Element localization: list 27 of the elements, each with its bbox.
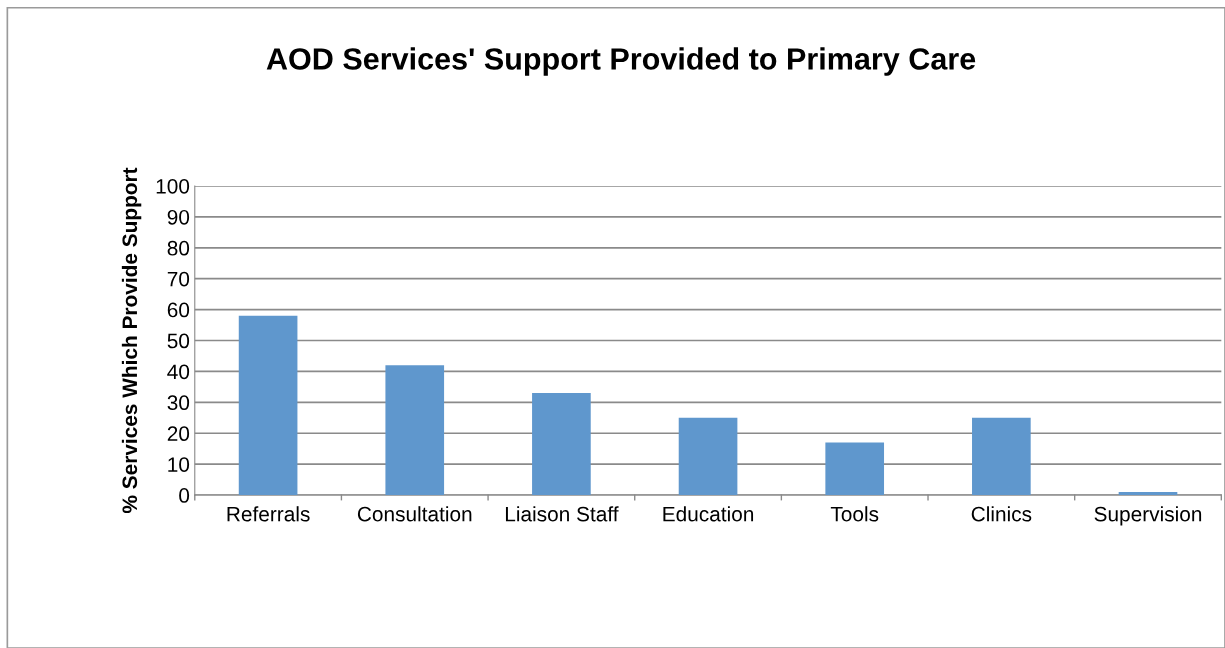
bar	[1118, 491, 1178, 496]
x-tick-label: Consultation	[357, 506, 472, 522]
y-tick-label: 70	[167, 271, 190, 287]
y-axis-title: % Services Which Provide Support	[121, 167, 142, 514]
y-tick-label: 30	[167, 395, 190, 411]
y-tick-label: 100	[156, 178, 190, 194]
y-tick-label: 10	[168, 457, 190, 472]
chart-title: AOD Services' Support Provided to Primary Care	[266, 47, 976, 76]
x-tick-label: Tools	[830, 506, 879, 522]
bar	[238, 315, 298, 496]
y-tick-label: 20	[167, 426, 190, 442]
bar	[532, 393, 591, 496]
y-tick-label: 90	[167, 209, 190, 225]
y-tick-label: 60	[167, 302, 190, 318]
bar	[385, 365, 445, 496]
x-tick-label: Referrals	[227, 506, 310, 522]
bar	[972, 417, 1031, 496]
x-tick-label: Supervision	[1094, 506, 1202, 526]
x-tick-label: Clinics	[971, 506, 1032, 522]
y-tick-label: 0	[179, 488, 190, 503]
bar	[825, 442, 885, 496]
y-tick-label: 80	[167, 240, 190, 256]
y-tick-label: 50	[167, 333, 190, 349]
bar	[678, 417, 738, 496]
x-tick-label: Education	[663, 506, 754, 522]
y-tick-label: 40	[167, 364, 190, 380]
x-tick-label: Liaison Staff	[505, 506, 619, 522]
